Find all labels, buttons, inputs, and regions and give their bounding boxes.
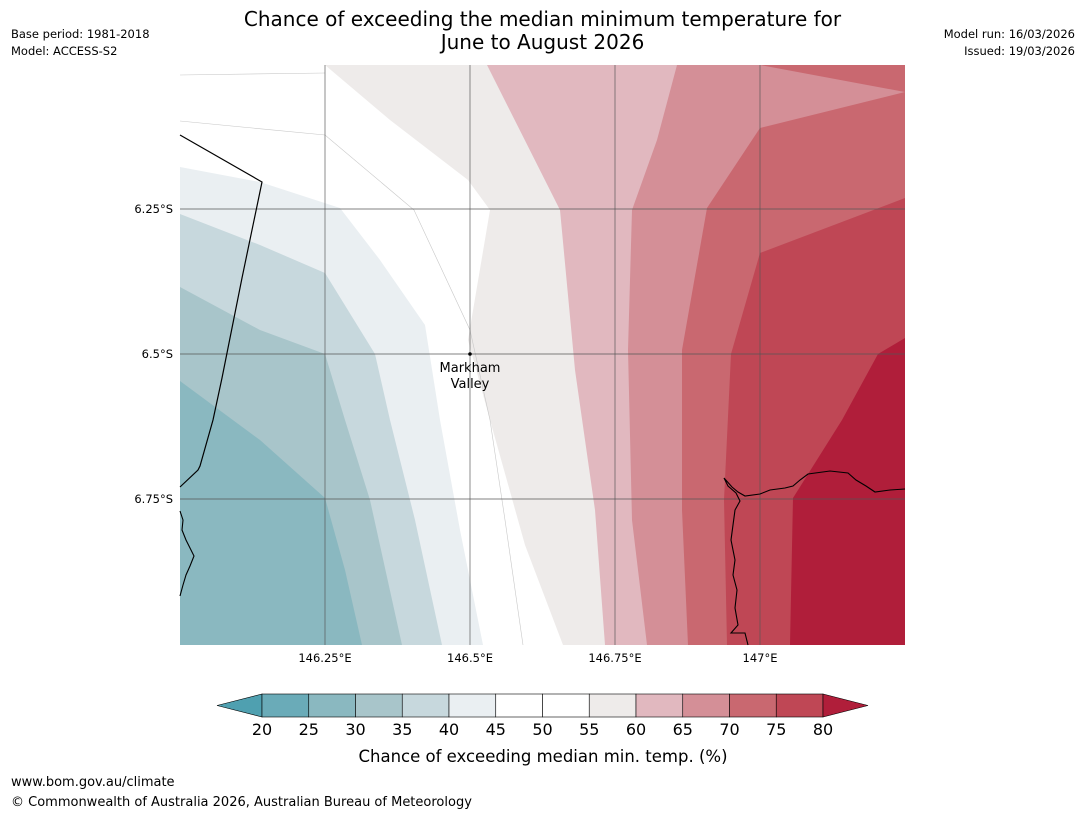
colorbar-segment — [635, 693, 684, 718]
colorbar-segment — [448, 693, 497, 718]
map-panel — [179, 65, 906, 646]
colorbar-segment — [775, 693, 824, 718]
lon-tick-label: 146.5°E — [447, 651, 493, 665]
band-25-30 — [180, 381, 362, 645]
lon-tick-label: 147°E — [743, 651, 778, 665]
location-name-line2: Valley — [451, 377, 490, 392]
meta-left: Base period: 1981-2018 Model: ACCESS-S2 — [11, 26, 150, 60]
colorbar-tick-label: 45 — [486, 720, 506, 739]
colorbar-segment — [308, 693, 356, 718]
colorbar-tick-label: 70 — [719, 720, 739, 739]
colorbar-tick-label: 65 — [673, 720, 693, 739]
meta-right: Model run: 16/03/2026 Issued: 19/03/2026 — [944, 26, 1075, 60]
colorbar-tick-label: 25 — [299, 720, 319, 739]
colorbar-extend-high — [822, 693, 869, 718]
chart-title: Chance of exceeding the median minimum t… — [0, 8, 1085, 54]
colorbar-tick-labels: 20 25 30 35 40 45 50 55 60 65 70 75 80 — [252, 720, 833, 739]
coastline — [723, 470, 906, 646]
title-line-1: Chance of exceeding the median minimum t… — [243, 7, 842, 31]
colorbar-tick-label: 80 — [813, 720, 833, 739]
colorbar-tick-label: 20 — [252, 720, 272, 739]
band-80-plus — [790, 338, 905, 645]
lat-tick-label: 6.25°S — [134, 202, 173, 216]
lon-tick-label: 146.25°E — [298, 651, 351, 665]
colorbar-label: Chance of exceeding median min. temp. (%… — [358, 747, 727, 766]
issued-date: Issued: 19/03/2026 — [964, 44, 1075, 58]
lat-tick-label: 6.75°S — [134, 492, 173, 506]
colorbar-segment — [729, 693, 777, 718]
colorbar-tick-label: 40 — [439, 720, 459, 739]
colorbar-tick-label: 60 — [626, 720, 646, 739]
colorbar-tick-label: 35 — [392, 720, 412, 739]
colorbar-segment — [495, 693, 543, 718]
footer-copyright: © Commonwealth of Australia 2026, Austra… — [11, 795, 472, 810]
footer-url: www.bom.gov.au/climate — [11, 775, 175, 790]
lon-tick-label: 146.75°E — [588, 651, 641, 665]
colorbar-tick-label: 55 — [579, 720, 599, 739]
location-marker — [468, 352, 472, 356]
colorbar-tick-label: 75 — [766, 720, 786, 739]
coastline-west — [179, 510, 195, 597]
colorbar-extend-low — [216, 693, 263, 718]
colorbar-tick-label: 50 — [532, 720, 552, 739]
model-run: Model run: 16/03/2026 — [943, 27, 1075, 41]
lat-tick-label: 6.5°S — [142, 347, 173, 361]
colorbar-segment — [542, 693, 590, 718]
colorbar-segment — [355, 693, 403, 718]
title-line-2: June to August 2026 — [440, 30, 645, 54]
location-name-line1: Markham — [440, 361, 501, 376]
colorbar-segment — [401, 693, 450, 718]
colorbar-segment — [261, 693, 310, 718]
boundary-line — [179, 134, 263, 488]
colorbar-segment — [682, 693, 730, 718]
contour-line — [179, 72, 326, 76]
colorbar — [216, 693, 869, 718]
base-period: Base period: 1981-2018 — [11, 27, 150, 41]
colorbar-tick-label: 30 — [345, 720, 365, 739]
colorbar-segment — [588, 693, 637, 718]
model-name: Model: ACCESS-S2 — [11, 44, 118, 58]
